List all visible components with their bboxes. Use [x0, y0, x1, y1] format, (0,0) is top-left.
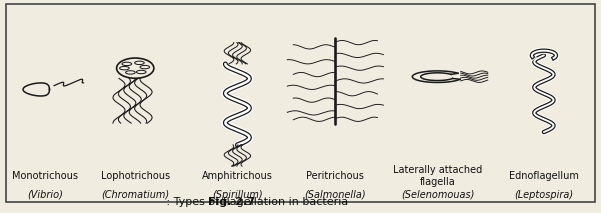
Text: (Vibrio): (Vibrio) [27, 190, 63, 200]
Text: (Chromatium): (Chromatium) [101, 190, 169, 200]
Text: (Salmonella): (Salmonella) [305, 190, 366, 200]
Text: (Spirillum): (Spirillum) [212, 190, 263, 200]
Text: Ednoflagellum: Ednoflagellum [509, 171, 579, 181]
Text: Lophotrichous: Lophotrichous [100, 171, 170, 181]
Text: Fig. 2.7: Fig. 2.7 [208, 197, 255, 207]
Text: (Leptospira): (Leptospira) [514, 190, 573, 200]
Text: Monotrichous: Monotrichous [12, 171, 78, 181]
Text: (Selenomouas): (Selenomouas) [401, 190, 474, 200]
Text: Laterally attached
flagella: Laterally attached flagella [393, 164, 482, 187]
Text: : Types of flagellation in bacteria: : Types of flagellation in bacteria [114, 197, 349, 207]
Text: Peritrichous: Peritrichous [307, 171, 364, 181]
Text: Amphitrichous: Amphitrichous [202, 171, 273, 181]
